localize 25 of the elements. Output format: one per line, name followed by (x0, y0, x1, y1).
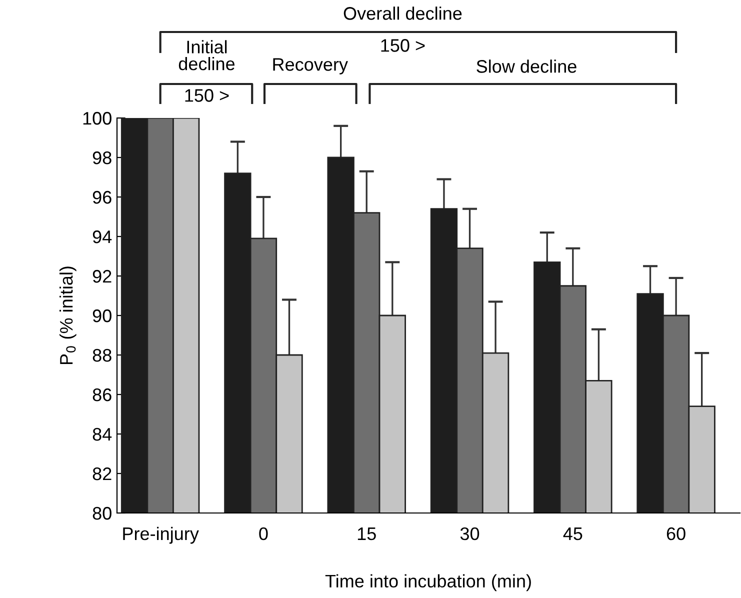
text: Overall decline (344, 6, 462, 20)
x-axis-title: Time into incubation (min) (325, 574, 531, 592)
x-tick-label: Pre-injury (123, 526, 199, 544)
y-tick-label: 80 (92, 506, 112, 520)
y-tick-label: 92 (92, 270, 112, 283)
x-tick-label: 30 (460, 527, 480, 540)
x-tick-label: 60 (666, 527, 686, 540)
x-tick-label: 45 (563, 528, 582, 540)
text: 150 > (185, 89, 229, 102)
y-axis-title: P$_{0}$ (% initial) (59, 266, 76, 364)
text: Slow decline (476, 60, 576, 73)
y-tick-label: 100 (83, 112, 112, 125)
y-tick-label: 88 (92, 348, 112, 362)
y-tick-label: 98 (92, 151, 112, 164)
y-tick-label: 96 (92, 190, 112, 204)
y-tick-label: 84 (92, 428, 112, 441)
y-tick-label: 94 (92, 230, 112, 244)
text: Initial decline (178, 40, 235, 70)
text: 150 > (381, 39, 425, 52)
y-tick-label: 86 (92, 388, 112, 402)
x-tick-label: 0 (259, 527, 268, 540)
x-tick-label: 15 (358, 528, 376, 540)
text: Recovery (273, 58, 348, 74)
y-tick-label: 82 (92, 467, 112, 480)
y-tick-label: 90 (92, 309, 112, 322)
